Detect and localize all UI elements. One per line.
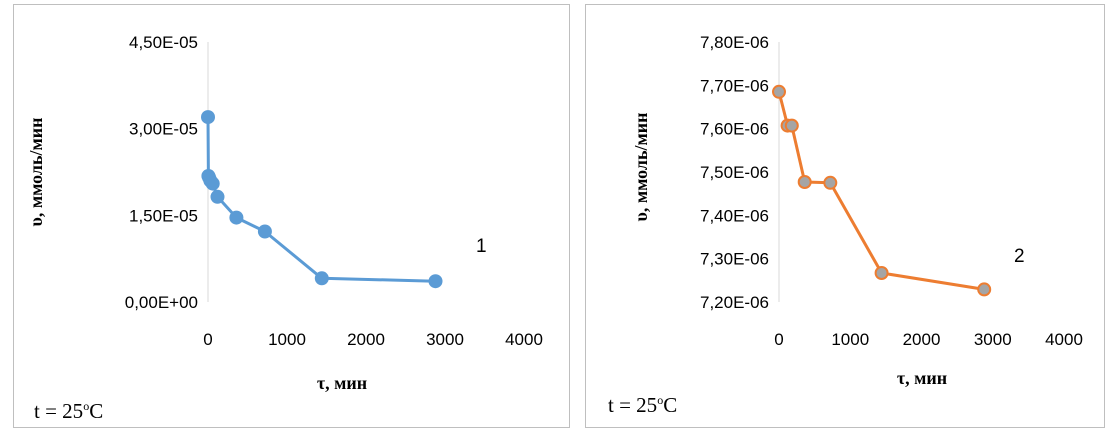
chart-1-plot: 0,00E+00 1,50E-05 3,00E-05 4,50E-05 0 1000 200… xyxy=(26,33,543,393)
chart-2-x-tick-label: 2000 xyxy=(903,330,941,349)
chart-2-y-tick-label: 7,60E-06 xyxy=(700,120,769,139)
chart-2-x-tick-label: 4000 xyxy=(1045,330,1083,349)
chart-1-x-tick-label: 2000 xyxy=(347,330,385,349)
chart-1-y-tick-label: 0,00E+00 xyxy=(125,293,198,312)
chart-2-x-axis-label: τ, мин xyxy=(897,368,947,388)
chart-1-data-point xyxy=(205,176,220,191)
chart-panel-2: 7,20E-06 7,30E-06 7,40E-06 7,50E-06 7,60E-06… xyxy=(585,4,1105,428)
chart-1-x-tick-label: 0 xyxy=(203,330,212,349)
chart-1-temperature-prefix: t = 25 xyxy=(34,399,84,423)
chart-1-y-tick-label: 1,50E-05 xyxy=(129,206,198,225)
chart-1-x-tick-label: 3000 xyxy=(426,330,464,349)
chart-2-x-tick-label: 0 xyxy=(774,330,783,349)
chart-panel-1: 0,00E+00 1,50E-05 3,00E-05 4,50E-05 0 1000 200… xyxy=(13,4,570,428)
chart-2-y-tick-label: 7,70E-06 xyxy=(700,76,769,95)
chart-1-y-tick-label: 4,50E-05 xyxy=(129,33,198,52)
chart-1-temperature-degree: o xyxy=(83,399,90,413)
chart-2-y-tick-label: 7,40E-06 xyxy=(700,206,769,225)
chart-1-x-axis-label: τ, мин xyxy=(317,373,367,393)
chart-2-y-tick-label: 7,20E-06 xyxy=(700,293,769,312)
chart-2-data-point xyxy=(797,175,812,189)
chart-2-temperature-degree: o xyxy=(657,393,664,407)
chart-1-temperature-unit: C xyxy=(89,399,104,423)
chart-2-y-tick-label: 7,50E-06 xyxy=(700,163,769,182)
chart-2-y-axis-label: υ, ммоль/мин xyxy=(631,112,651,221)
chart-2-data-point xyxy=(874,266,889,280)
chart-1-data-point xyxy=(428,274,443,289)
chart-2-curve-label: 2 xyxy=(1014,246,1025,267)
chart-2-y-tick-label: 7,30E-06 xyxy=(700,250,769,269)
chart-2-x-tick-label: 3000 xyxy=(974,330,1012,349)
chart-1-data-point xyxy=(201,110,215,125)
chart-1-data-point xyxy=(229,210,244,225)
chart-2-data-point xyxy=(772,84,786,99)
chart-1-x-tick-label: 4000 xyxy=(505,330,543,349)
chart-1-series-line xyxy=(206,117,436,283)
chart-2-temperature-unit: C xyxy=(663,393,678,417)
chart-2-x-tick-label: 1000 xyxy=(831,330,869,349)
chart-1-x-tick-label: 1000 xyxy=(268,330,306,349)
chart-2-data-point xyxy=(823,175,838,190)
chart-2-temperature-prefix: t = 25 xyxy=(608,393,658,417)
chart-1-y-tick-label: 3,00E-05 xyxy=(129,120,198,139)
chart-2-plot: 7,20E-06 7,30E-06 7,40E-06 7,50E-06 7,60E-06… xyxy=(631,33,1083,388)
chart-2-y-tick-label: 7,80E-06 xyxy=(700,33,769,52)
chart-2-series-line xyxy=(777,91,985,291)
chart-1-curve-label: 1 xyxy=(476,236,487,257)
chart-1-temperature: t = 25oC xyxy=(34,399,103,424)
chart-1-y-axis-label: υ, ммоль/мин xyxy=(26,117,46,226)
chart-1-data-point xyxy=(210,189,225,204)
chart-1-data-point xyxy=(257,224,272,239)
chart-1-data-point xyxy=(314,271,329,286)
chart-2-data-point xyxy=(977,282,992,297)
chart-2-temperature: t = 25oC xyxy=(608,393,677,418)
chart-2-data-point xyxy=(784,118,799,133)
